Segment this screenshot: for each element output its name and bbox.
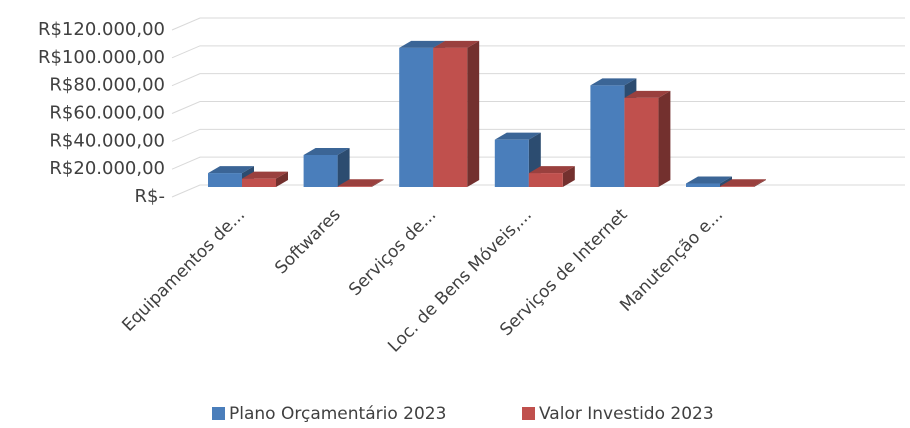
bar — [528, 166, 575, 187]
bar — [303, 147, 350, 187]
bar-side — [467, 40, 480, 188]
bar-top — [720, 179, 766, 187]
y-tick-label: R$100.000,00 — [38, 47, 165, 68]
bar-top — [303, 147, 350, 155]
bar-side — [337, 147, 350, 187]
bar — [720, 179, 766, 187]
bar-top — [494, 132, 541, 140]
bar-front — [242, 178, 276, 187]
bar-side — [562, 166, 575, 187]
bar-top — [528, 166, 575, 174]
grid-line — [171, 101, 905, 114]
grid-line — [171, 184, 905, 198]
grid-line — [171, 17, 905, 31]
bar-top — [433, 40, 480, 48]
x-tick-label: Serviços de... — [345, 205, 440, 300]
bar-top — [242, 171, 288, 179]
bar-top — [624, 90, 671, 98]
bar-front — [686, 183, 720, 187]
bar-front — [208, 173, 242, 187]
bar-side — [276, 171, 288, 187]
bar-front — [528, 173, 563, 187]
bar — [433, 40, 480, 188]
bar — [242, 171, 288, 187]
legend-label: Plano Orçamentário 2023 — [229, 404, 446, 424]
bar-front — [433, 47, 468, 188]
legend-label: Valor Investido 2023 — [539, 404, 714, 424]
grid-line — [171, 45, 905, 59]
bar-side — [754, 179, 766, 187]
x-tick-label: Equipamentos de... — [118, 205, 249, 336]
bar-front — [337, 186, 372, 187]
y-tick-label: R$80.000,00 — [49, 75, 165, 96]
y-tick-label: R$40.000,00 — [49, 130, 165, 151]
bar-front — [720, 186, 754, 187]
bar-side — [658, 90, 671, 187]
bar — [686, 176, 732, 187]
x-tick-label: Manutenção e... — [616, 205, 727, 316]
bar-front — [494, 139, 529, 187]
bar-side — [371, 179, 384, 187]
bar-top — [590, 78, 637, 86]
bar-top — [686, 176, 732, 184]
bar-front — [303, 154, 338, 187]
bar-top — [337, 179, 384, 187]
bar-front — [399, 47, 434, 188]
y-tick-label: R$120.000,00 — [38, 19, 165, 40]
bar — [337, 179, 384, 187]
bar-top — [208, 166, 254, 174]
legend-swatch — [212, 407, 225, 420]
y-tick-label: R$60.000,00 — [49, 103, 165, 124]
bar-front — [590, 85, 625, 187]
bar-side — [720, 176, 732, 187]
y-tick-label: R$- — [135, 186, 165, 207]
grid-line — [171, 73, 905, 87]
legend-swatch — [522, 407, 535, 420]
x-tick-label: Softwares — [271, 205, 344, 278]
y-tick-label: R$20.000,00 — [49, 158, 165, 179]
bar-front — [624, 97, 659, 187]
bar — [624, 90, 671, 187]
bar-top — [399, 40, 446, 48]
